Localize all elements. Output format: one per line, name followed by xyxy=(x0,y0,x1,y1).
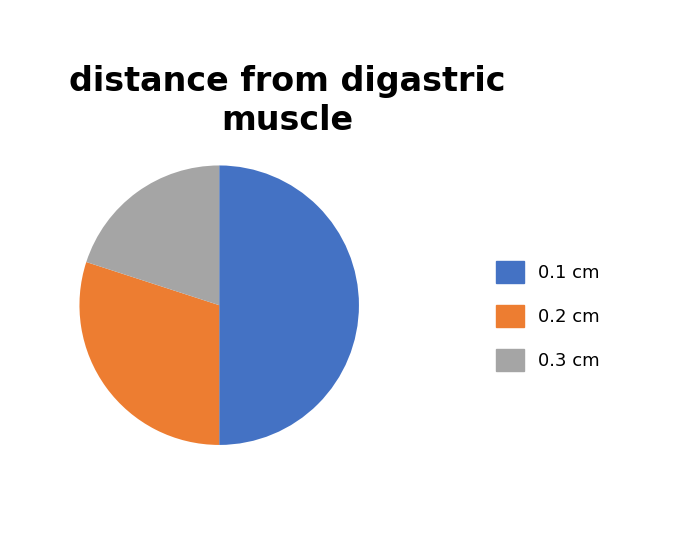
Legend: 0.1 cm, 0.2 cm, 0.3 cm: 0.1 cm, 0.2 cm, 0.3 cm xyxy=(497,262,599,371)
Wedge shape xyxy=(219,166,359,445)
Wedge shape xyxy=(79,262,219,445)
Wedge shape xyxy=(86,166,219,305)
Text: distance from digastric
muscle: distance from digastric muscle xyxy=(69,65,506,137)
